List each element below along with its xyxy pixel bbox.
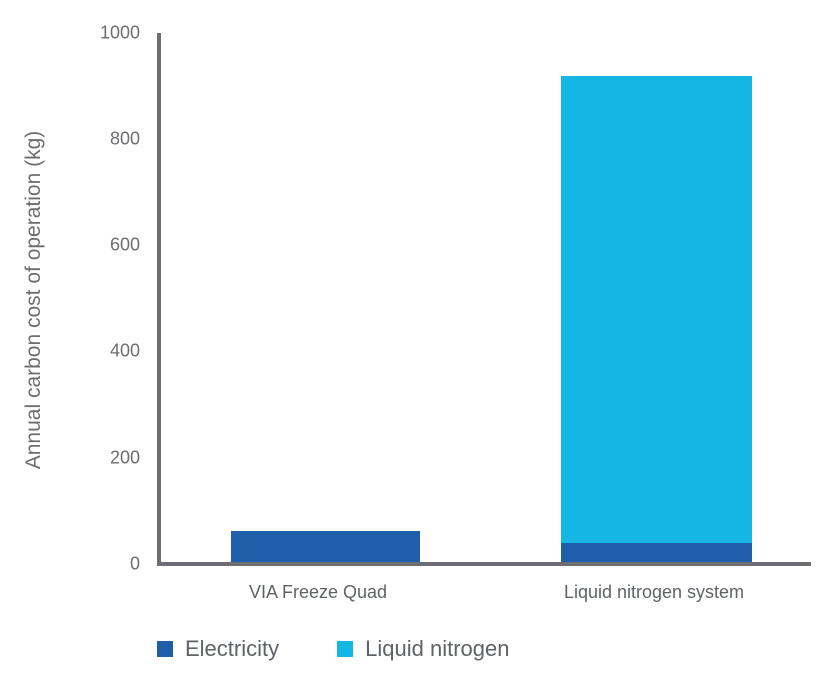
bar-via-electricity (231, 531, 420, 564)
y-tick-200: 200 (109, 447, 140, 468)
y-axis-line (157, 33, 161, 566)
x-axis-line (157, 562, 811, 566)
y-axis-label: Annual carbon cost of operation (kg) (22, 130, 45, 470)
x-category-via-freeze-quad: VIA Freeze Quad (248, 582, 388, 602)
legend: Electricity Liquid nitrogen (157, 636, 567, 662)
y-tick-800: 800 (109, 128, 140, 149)
y-tick-400: 400 (109, 340, 140, 361)
legend-label: Liquid nitrogen (365, 636, 510, 661)
legend-swatch-liquid-nitrogen-icon (337, 641, 354, 657)
bar-ln-electricity (561, 542, 752, 564)
y-tick-1000: 1000 (99, 22, 140, 43)
x-category-liquid-nitrogen-system: Liquid nitrogen system (563, 582, 745, 602)
legend-swatch-electricity-icon (157, 641, 173, 657)
bar-ln-liquid-nitrogen (561, 76, 752, 543)
legend-label: Electricity (185, 636, 280, 661)
y-tick-600: 600 (109, 234, 140, 255)
legend-item-liquid-nitrogen: Liquid nitrogen (337, 636, 509, 662)
y-tick-0: 0 (129, 553, 140, 574)
legend-item-electricity: Electricity (157, 636, 279, 662)
